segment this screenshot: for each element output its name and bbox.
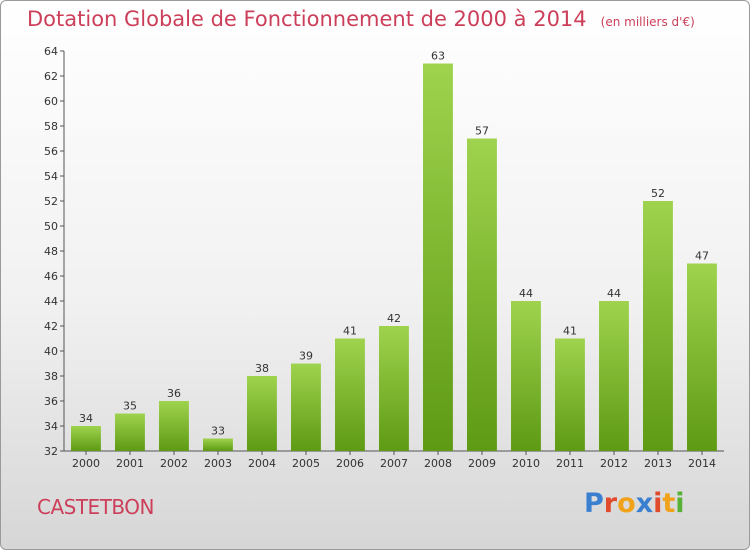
x-axis: 2000 2001 2002 2003 2004 2005 2006 2007 2008 2009…	[64, 450, 724, 470]
data-label-2012: 44	[607, 287, 621, 300]
bar-2010[interactable]	[511, 301, 541, 451]
y-axis: 32 34 36 38 40 42 44 46 48 50 52 54 56 58 60 62 64	[44, 45, 65, 458]
data-label-2007: 42	[387, 312, 401, 325]
data-label-2002: 36	[167, 387, 181, 400]
bar-2007[interactable]	[379, 326, 409, 451]
y-tick-label: 40	[44, 345, 58, 358]
bar-2001[interactable]	[115, 413, 145, 452]
x-tick-label-2003: 2003	[204, 457, 232, 470]
data-label-2014: 47	[695, 250, 709, 263]
bar-2005[interactable]	[291, 363, 321, 452]
chart-unit: (en milliers d'€)	[600, 15, 695, 29]
x-tick-label-2010: 2010	[512, 457, 540, 470]
x-tick-label-2008: 2008	[424, 457, 452, 470]
y-tick-label: 56	[44, 145, 58, 158]
y-tick-label: 64	[44, 45, 58, 58]
y-tick-label: 52	[44, 195, 58, 208]
x-tick-label-2013: 2013	[644, 457, 672, 470]
y-tick-label: 54	[44, 170, 58, 183]
x-tick-label-2000: 2000	[72, 457, 100, 470]
x-tick-label-2011: 2011	[556, 457, 584, 470]
logo-letter: o	[617, 488, 636, 519]
x-tick-label-2012: 2012	[600, 457, 628, 470]
commune-name: CASTETBON	[37, 495, 154, 519]
logo-letter: r	[603, 488, 618, 519]
title-row: Dotation Globale de Fonctionnement de 20…	[27, 7, 695, 31]
x-tick-label-2005: 2005	[292, 457, 320, 470]
data-label-2013: 52	[651, 187, 665, 200]
chart-title: Dotation Globale de Fonctionnement de 20…	[27, 7, 587, 31]
data-label-2000: 34	[79, 412, 93, 425]
data-label-2011: 41	[563, 325, 577, 338]
bar-2012[interactable]	[599, 301, 629, 451]
y-tick-label: 50	[44, 220, 58, 233]
bar-2011[interactable]	[555, 338, 585, 452]
bar-2002[interactable]	[159, 401, 189, 451]
y-tick-label: 36	[44, 395, 58, 408]
bar-2014[interactable]	[687, 263, 717, 452]
bar-2004[interactable]	[247, 376, 277, 451]
data-label-2003: 33	[211, 425, 225, 438]
y-tick-label: 60	[44, 95, 58, 108]
y-tick-label: 42	[44, 320, 58, 333]
x-tick-label-2006: 2006	[336, 457, 364, 470]
data-label-2001: 35	[123, 400, 137, 413]
logo-letter: i	[675, 488, 685, 519]
data-label-2005: 39	[299, 350, 313, 363]
data-label-2006: 41	[343, 325, 357, 338]
proxiti-logo[interactable]: Proxiti	[584, 488, 685, 519]
logo-letter: x	[635, 488, 654, 519]
y-tick-label: 46	[44, 270, 58, 283]
data-label-2009: 57	[475, 125, 489, 138]
bars	[71, 63, 717, 452]
bar-2006[interactable]	[335, 338, 365, 452]
x-tick-label-2007: 2007	[380, 457, 408, 470]
logo-letter: t	[662, 488, 676, 519]
x-tick-label-2004: 2004	[248, 457, 276, 470]
bar-2013[interactable]	[643, 201, 673, 451]
y-tick-label: 32	[44, 445, 58, 458]
x-tick-label-2002: 2002	[160, 457, 188, 470]
bar-2003[interactable]	[203, 438, 233, 452]
x-tick-label-2014: 2014	[688, 457, 716, 470]
data-label-2008: 63	[431, 50, 445, 63]
bar-2009[interactable]	[467, 138, 497, 452]
y-tick-label: 48	[44, 245, 58, 258]
logo-letter: i	[653, 488, 663, 519]
y-tick-label: 34	[44, 420, 58, 433]
logo-letter: P	[584, 488, 604, 519]
x-tick-label-2009: 2009	[468, 457, 496, 470]
data-labels: 34 35 36 33 38 39 41 42 63 57 44 41 44 52 47	[79, 50, 709, 438]
y-tick-label: 44	[44, 295, 58, 308]
y-tick-label: 38	[44, 370, 58, 383]
data-label-2004: 38	[255, 362, 269, 375]
x-tick-label-2001: 2001	[116, 457, 144, 470]
bar-2000[interactable]	[71, 426, 101, 451]
y-tick-label: 62	[44, 70, 58, 83]
y-tick-label: 58	[44, 120, 58, 133]
bar-2008[interactable]	[423, 63, 453, 452]
data-label-2010: 44	[519, 287, 533, 300]
